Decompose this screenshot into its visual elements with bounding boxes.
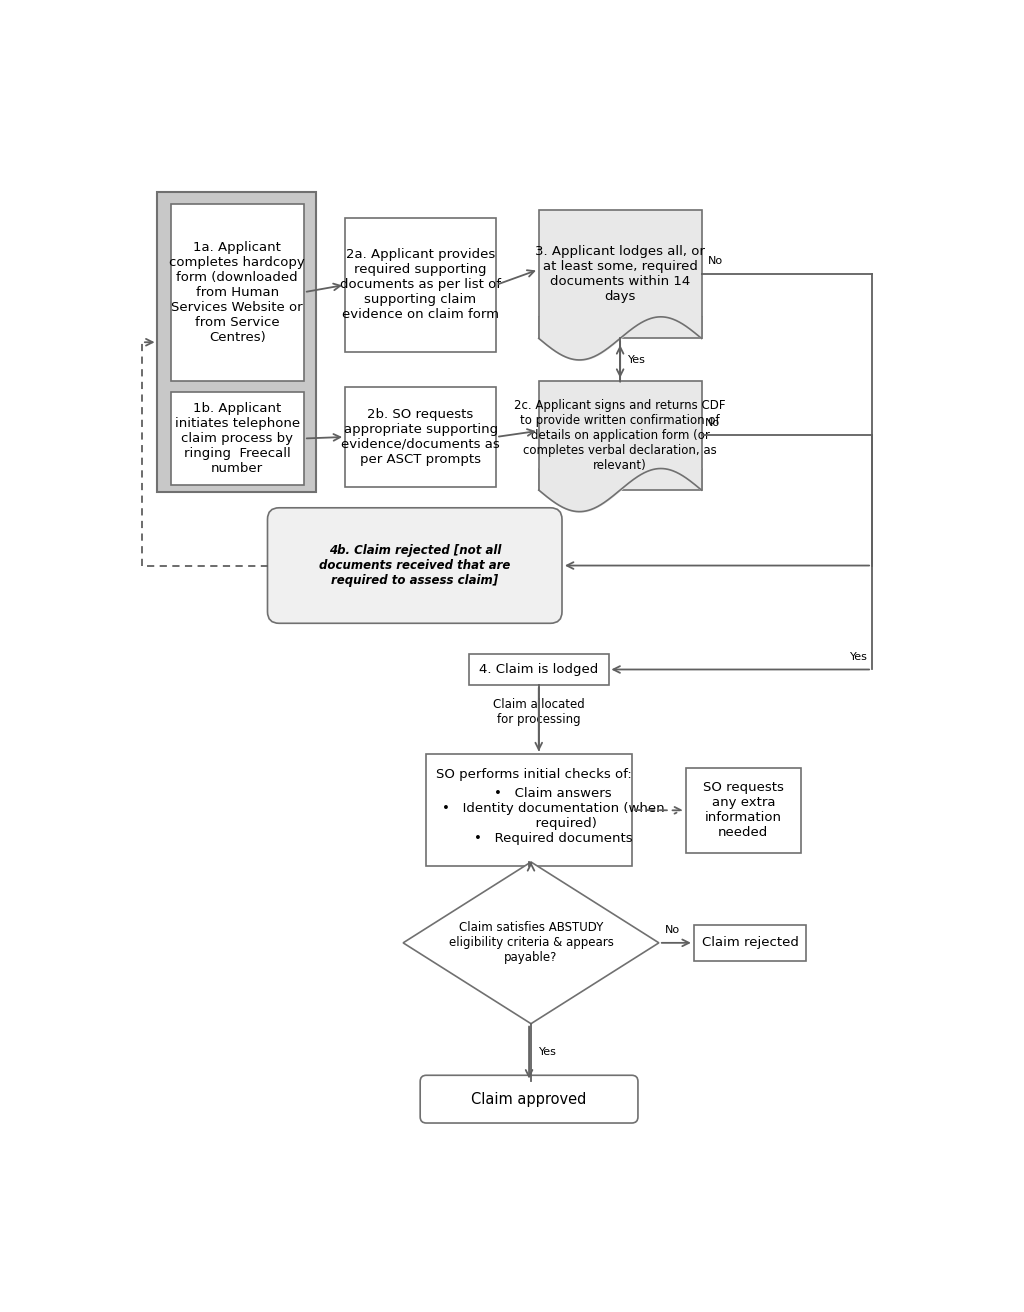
Text: 4b. Claim rejected [not all
documents received that are
required to assess claim: 4b. Claim rejected [not all documents re…	[319, 544, 510, 586]
FancyBboxPatch shape	[267, 508, 562, 623]
Text: 3. Applicant lodges all, or
at least some, required
documents within 14
days: 3. Applicant lodges all, or at least som…	[536, 245, 706, 303]
FancyBboxPatch shape	[426, 754, 632, 866]
FancyBboxPatch shape	[345, 387, 496, 487]
Text: 2c. Applicant signs and returns CDF
to provide written confirmation of
details o: 2c. Applicant signs and returns CDF to p…	[514, 399, 726, 472]
FancyBboxPatch shape	[469, 655, 608, 685]
Text: Claim allocated
for processing: Claim allocated for processing	[493, 698, 585, 726]
Text: •   Claim answers
•   Identity documentation (when
      required)
•   Required : • Claim answers • Identity documentation…	[442, 786, 665, 845]
Text: 2a. Applicant provides
required supporting
documents as per list of
supporting c: 2a. Applicant provides required supporti…	[340, 248, 501, 321]
FancyBboxPatch shape	[693, 925, 806, 960]
Text: SO performs initial checks of:: SO performs initial checks of:	[435, 768, 632, 781]
Text: 1b. Applicant
initiates telephone
claim process by
ringing  Freecall
number: 1b. Applicant initiates telephone claim …	[175, 401, 300, 475]
Text: No: No	[665, 925, 680, 935]
Text: 4. Claim is lodged: 4. Claim is lodged	[479, 663, 598, 676]
FancyBboxPatch shape	[158, 192, 316, 492]
Text: 1a. Applicant
completes hardcopy
form (downloaded
from Human
Services Website or: 1a. Applicant completes hardcopy form (d…	[169, 240, 305, 344]
Text: Yes: Yes	[628, 354, 646, 365]
Text: Claim satisfies ABSTUDY
eligibility criteria & appears
payable?: Claim satisfies ABSTUDY eligibility crit…	[449, 921, 613, 964]
Text: SO requests
any extra
information
needed: SO requests any extra information needed	[702, 782, 783, 840]
FancyBboxPatch shape	[171, 392, 304, 484]
FancyBboxPatch shape	[539, 380, 701, 491]
Text: No: No	[708, 256, 723, 266]
Text: Claim rejected: Claim rejected	[701, 937, 799, 950]
Text: 2b. SO requests
appropriate supporting
evidence/documents as
per ASCT prompts: 2b. SO requests appropriate supporting e…	[341, 408, 500, 466]
Text: Yes: Yes	[850, 652, 868, 661]
Text: Yes: Yes	[539, 1047, 557, 1056]
FancyBboxPatch shape	[686, 768, 801, 853]
Polygon shape	[403, 862, 658, 1023]
Text: No: No	[706, 417, 721, 428]
FancyBboxPatch shape	[345, 218, 496, 352]
FancyBboxPatch shape	[420, 1076, 638, 1123]
FancyBboxPatch shape	[539, 210, 701, 338]
Text: Claim approved: Claim approved	[471, 1092, 587, 1106]
FancyBboxPatch shape	[171, 203, 304, 380]
